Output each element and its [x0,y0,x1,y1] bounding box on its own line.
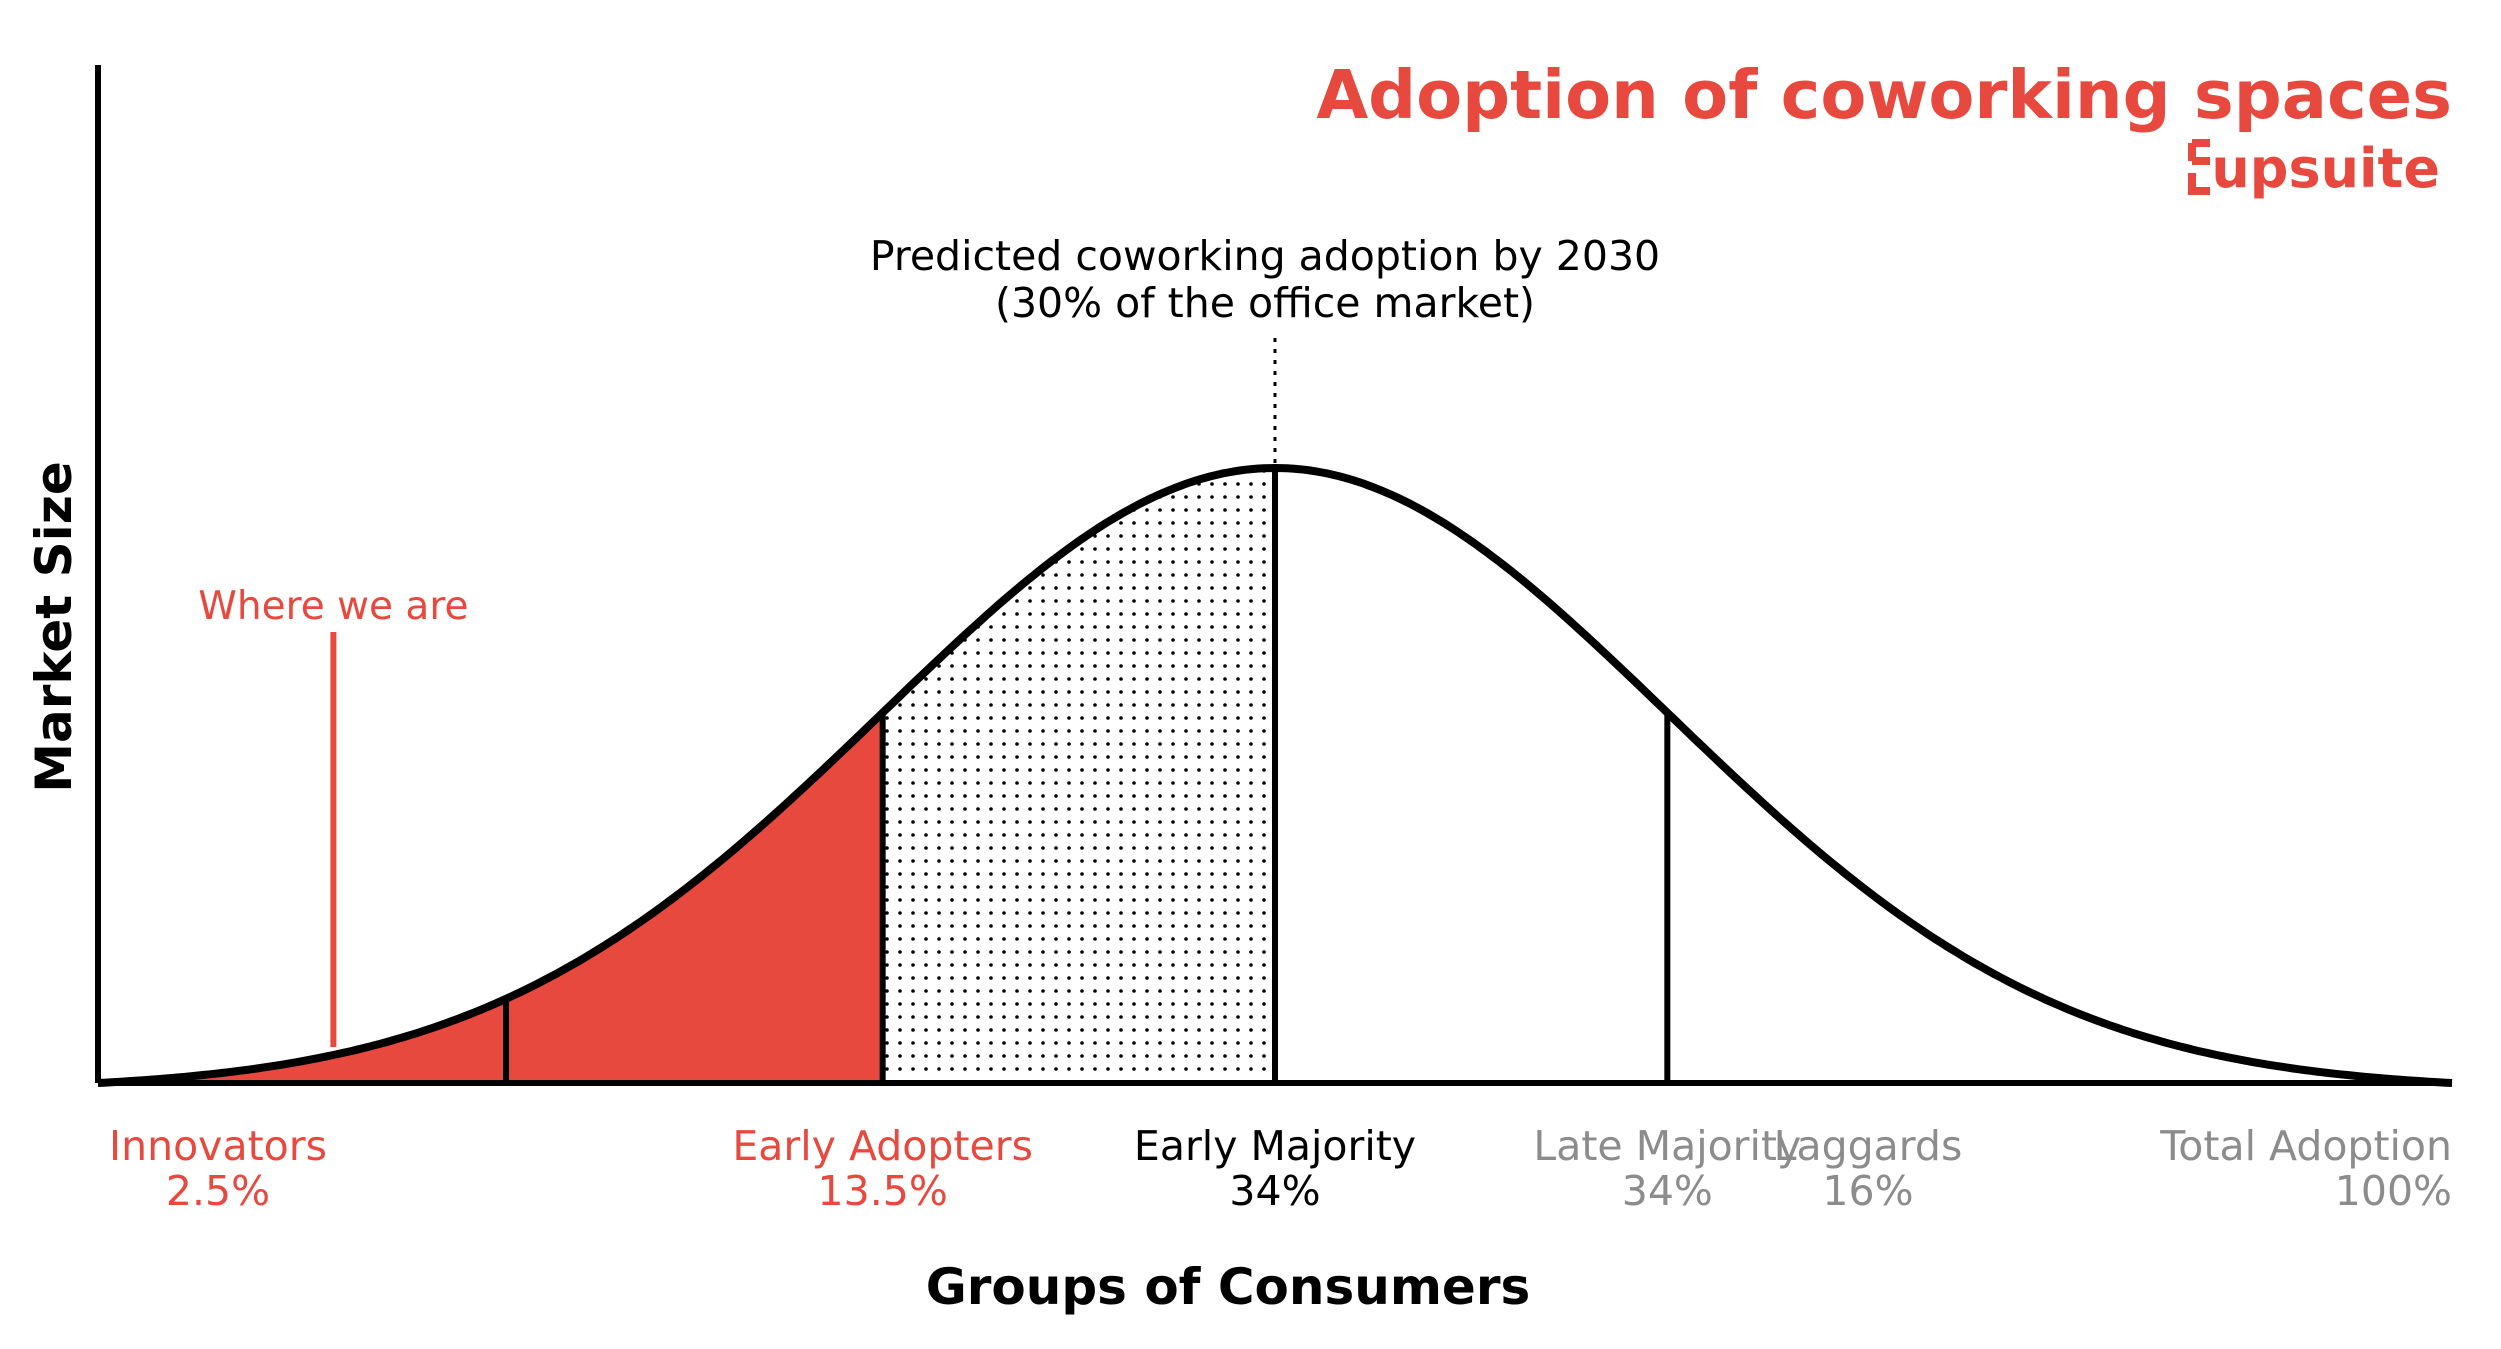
segment-boundaries [503,468,1671,1083]
adopted-area-fill [98,712,883,1083]
segment-name-1: Innovators [109,1122,327,1170]
segment-share-4: 34% [1622,1167,1713,1215]
y-axis-label: Market Size [25,461,83,792]
segment-name-3: Early Majority [1134,1122,1416,1170]
segment-share-3: 34% [1229,1167,1320,1215]
predicted-annotation-line2: (30% of the office market) [995,279,1535,327]
segment-share-6: 100% [2335,1167,2452,1215]
chart-title: Adoption of coworking spaces [1316,56,2452,134]
segment-share-5: 16% [1822,1167,1913,1215]
predicted-area-fill [882,468,1275,1083]
segment-name-6: Total Adoption [2159,1122,2452,1170]
segment-name-5: Laggards [1774,1122,1963,1170]
upsuite-logo-icon [2188,139,2210,195]
segment-share-2: 13.5% [818,1167,948,1215]
segment-share-1: 2.5% [166,1167,270,1215]
current-position-label: Where we are [198,584,468,629]
x-axis-label: Groups of Consumers [926,1258,1531,1316]
predicted-annotation-line1: Predicted coworking adoption by 2030 [870,232,1660,280]
segment-name-2: Early Adopters [732,1122,1033,1170]
segment-name-4: Late Majority [1533,1122,1801,1170]
brand-name: upsuite [2211,137,2440,200]
